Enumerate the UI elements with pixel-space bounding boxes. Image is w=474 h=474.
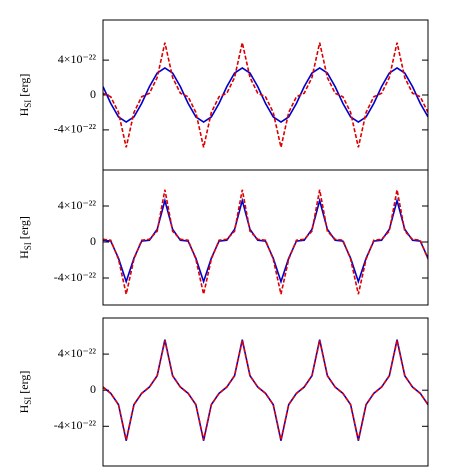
plot-frame [102,169,429,306]
y-label-unit: [erg] [17,216,31,242]
y-label-main: H [17,404,31,413]
series-line [103,339,428,441]
plot-frame [102,317,429,467]
y-axis-label: HSI [erg] [17,371,33,414]
y-tick-label: -4×10⁻²² [54,270,97,284]
y-label-unit: [erg] [17,74,31,100]
y-tick-label: -4×10⁻²² [54,122,97,136]
y-label-unit: [erg] [17,371,31,397]
y-axis-label: HSI [erg] [17,216,33,259]
series-line [103,189,428,295]
series-line [103,42,428,148]
y-tick-label: 0 [90,234,96,248]
series-line [103,67,428,123]
y-tick-label: 0 [90,382,96,396]
y-axis-label: HSI [erg] [17,74,33,117]
series-line [103,340,428,441]
y-tick-label: 4×10⁻²² [58,52,97,66]
y-tick-label: -4×10⁻²² [54,418,97,432]
y-label-main: H [17,107,31,116]
y-tick-label: 4×10⁻²² [58,346,97,360]
y-label-sub: SI [23,397,33,405]
y-label-sub: SI [23,100,33,108]
series-line [103,197,428,285]
y-label-main: H [17,250,31,259]
y-tick-label: 0 [90,87,96,101]
y-tick-label: 4×10⁻²² [58,198,97,212]
y-label-sub: SI [23,242,33,250]
